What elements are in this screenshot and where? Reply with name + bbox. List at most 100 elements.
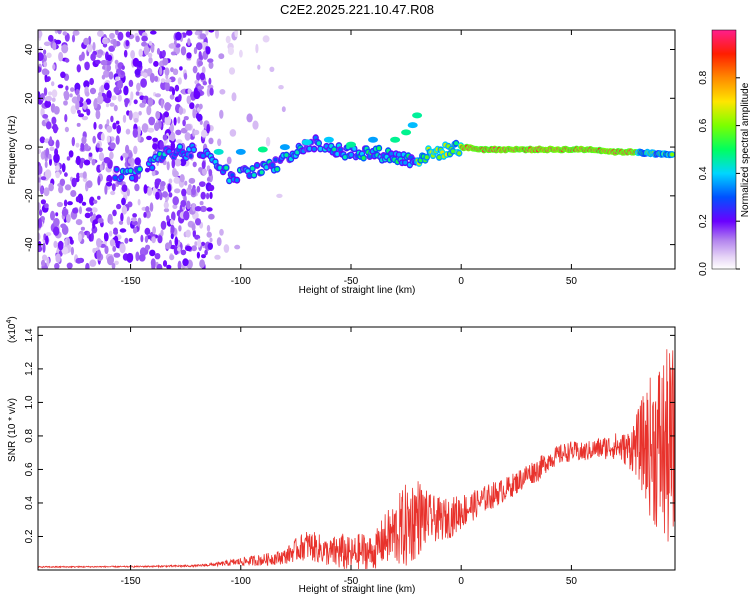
- spectrogram-noise-mark: [162, 260, 168, 267]
- spectrogram-noise-mark: [188, 184, 192, 190]
- spectrogram-noise-mark: [64, 126, 69, 133]
- spectrogram-noise-mark: [162, 57, 169, 66]
- spectrogram-noise-mark: [43, 49, 47, 55]
- spectrogram-noise-mark: [170, 51, 177, 56]
- spectrogram-noise-mark: [135, 251, 140, 262]
- spectrogram-noise-mark: [178, 94, 182, 101]
- spectrogram-ridge-mark: [235, 148, 246, 155]
- spectrogram-noise-mark: [197, 238, 202, 248]
- spectrogram-noise-mark: [54, 165, 60, 172]
- spectrogram-noise-mark: [120, 212, 124, 222]
- spectrogram-noise-mark: [119, 243, 126, 254]
- spectrogram-noise-mark: [262, 35, 270, 43]
- spectrogram-noise-mark: [46, 257, 50, 267]
- spectrogram-noise-mark: [175, 129, 182, 136]
- spectrogram-noise-mark: [109, 239, 116, 247]
- spectrogram-noise-mark: [58, 185, 64, 194]
- snr-background: [38, 327, 675, 570]
- spectrogram-noise-mark: [147, 127, 155, 133]
- spectrogram-noise-mark: [71, 136, 76, 147]
- spectrogram-noise-mark: [138, 48, 143, 57]
- spectrogram-noise-mark: [108, 45, 115, 52]
- spectrogram-noise-mark: [138, 111, 142, 116]
- spectrogram-noise-mark: [193, 47, 198, 55]
- spectrogram-noise-mark: [97, 217, 104, 224]
- spectrogram-noise-mark: [128, 79, 134, 87]
- spectrogram-noise-mark: [133, 99, 138, 105]
- spectrogram-noise-mark: [162, 191, 168, 198]
- spectrogram-y-ticks: -40 -20 0 20 40: [24, 44, 675, 252]
- spectrogram-noise-mark: [151, 262, 156, 269]
- spectrogram-noise-mark: [48, 34, 54, 42]
- spectrogram-ridge-mark: [235, 178, 239, 183]
- spectrogram-noise-mark: [57, 30, 62, 35]
- spectrogram-noise-mark: [195, 218, 201, 226]
- spectrogram-noise-mark: [93, 199, 98, 204]
- spectrogram-noise-mark: [168, 192, 173, 198]
- spectrogram-noise-mark: [159, 140, 164, 150]
- spectrogram-ridge-mark: [361, 156, 366, 160]
- page-title: C2E2.2025.221.10.47.R08: [280, 2, 434, 17]
- snr-frame: [37, 326, 676, 571]
- spectrogram-noise-mark: [75, 155, 81, 166]
- spectrogram-noise-mark: [137, 217, 142, 225]
- spectrogram-noise-mark: [168, 43, 176, 49]
- spectrogram-noise-mark: [198, 167, 203, 173]
- spectrogram-noise-mark: [152, 226, 157, 235]
- spectrogram-noise-mark: [152, 137, 159, 142]
- spectrogram-ridge-mark: [412, 112, 423, 119]
- spectrogram-ridge-mark: [295, 150, 300, 155]
- spectrogram-ridge-mark: [119, 175, 124, 180]
- spectrogram-noise-mark: [206, 207, 213, 212]
- spectrogram-noise-mark: [125, 128, 131, 135]
- spectrogram-noise-mark: [92, 219, 99, 225]
- spectrogram-noise-mark: [128, 238, 133, 242]
- spectrogram-noise-mark: [196, 251, 200, 259]
- spectrogram-noise-mark: [132, 226, 138, 234]
- spectrogram-noise-mark: [183, 72, 188, 80]
- spectrogram-noise-mark: [67, 201, 73, 206]
- snr-x-ticks: -150 -100 -50 0 50: [121, 327, 577, 587]
- spectrogram-noise-mark: [115, 135, 120, 145]
- spectrogram-noise-mark: [199, 201, 204, 206]
- spectrogram-noise-mark: [128, 152, 133, 159]
- spectrogram-noise-mark: [113, 38, 117, 49]
- spectrogram-ridge-mark: [130, 176, 135, 180]
- spectrogram-noise-mark: [46, 121, 52, 130]
- spectrogram-noise-mark: [45, 232, 52, 237]
- spectrogram-noise-mark: [170, 131, 176, 142]
- spectrogram-noise-mark: [207, 58, 214, 63]
- spectrogram-ridge-mark: [437, 155, 442, 160]
- spectrogram-ridge-mark: [307, 146, 312, 151]
- spectrogram-noise-mark: [216, 237, 222, 247]
- spectrogram-noise-mark: [45, 235, 49, 245]
- spectrogram-noise-mark: [44, 160, 48, 169]
- spectrogram-noise-mark: [40, 199, 47, 205]
- spectrogram-noise-mark: [61, 208, 69, 217]
- spectrogram-noise-mark: [51, 81, 55, 87]
- spectrogram-noise-mark: [234, 30, 238, 38]
- spectrogram-noise-mark: [106, 125, 113, 133]
- spectrogram-noise-mark: [139, 102, 146, 108]
- spectrogram-noise-mark: [175, 43, 181, 48]
- snr-y-label: SNR (10 * v/v): [7, 398, 18, 462]
- spectrogram-noise-mark: [171, 211, 176, 222]
- spectrogram-ridge-mark: [213, 148, 224, 155]
- spectrogram-ridge-mark: [273, 157, 278, 162]
- snr-y-tick-label: 1.2: [24, 362, 35, 376]
- spectrogram-noise-mark: [191, 245, 198, 252]
- spectrogram-noise-mark: [231, 92, 237, 102]
- spectrogram-ridge-mark: [255, 163, 260, 168]
- colorbar-tick-label: 0.0: [698, 262, 709, 276]
- spectrogram-noise-mark: [107, 255, 114, 266]
- spectrogram-noise-mark: [140, 234, 144, 243]
- spectrogram-noise-mark: [103, 157, 111, 164]
- spectrogram-noise-mark: [122, 152, 129, 158]
- spectrogram-noise-mark: [45, 95, 53, 102]
- spectrogram-noise-mark: [186, 95, 192, 105]
- spectrogram-ridge-mark: [401, 129, 412, 136]
- spectrogram-noise-mark: [192, 108, 197, 119]
- spectrogram-ridge-mark: [318, 146, 323, 151]
- spectrogram-noise-mark: [196, 185, 201, 193]
- snr-y-tick-label: 0.2: [24, 529, 35, 543]
